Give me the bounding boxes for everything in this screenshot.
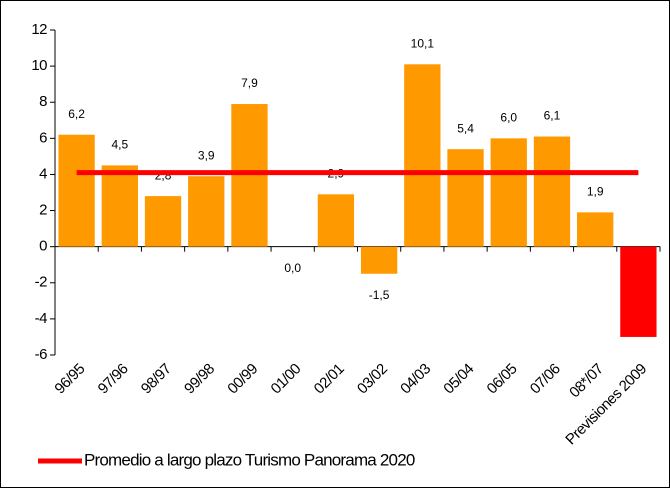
bar bbox=[533, 136, 571, 247]
bar bbox=[404, 64, 441, 247]
bar bbox=[490, 138, 527, 247]
value-label: 0,0 bbox=[284, 261, 301, 275]
value-label: 5,4 bbox=[457, 121, 474, 135]
value-label: 3,9 bbox=[198, 148, 215, 162]
y-tick-label: -4 bbox=[35, 310, 47, 327]
y-tick-label: 2 bbox=[39, 202, 47, 219]
bar bbox=[144, 196, 182, 247]
bar bbox=[317, 194, 355, 247]
y-tick-label: 4 bbox=[39, 165, 47, 182]
bar bbox=[360, 246, 398, 274]
y-tick-label: 8 bbox=[39, 93, 47, 110]
bar bbox=[58, 134, 95, 247]
value-label: -1,5 bbox=[369, 288, 390, 302]
y-tick-label: 0 bbox=[39, 238, 47, 255]
y-tick-label: 12 bbox=[31, 21, 47, 38]
value-label: 7,9 bbox=[241, 76, 258, 90]
bar bbox=[577, 212, 614, 247]
value-label: 10,1 bbox=[411, 36, 435, 50]
bar bbox=[188, 176, 225, 247]
bar bbox=[101, 165, 138, 247]
y-tick-label: 10 bbox=[31, 57, 47, 74]
y-tick-label: -2 bbox=[35, 274, 47, 291]
value-label: 4,5 bbox=[111, 138, 128, 152]
y-tick-label: 6 bbox=[39, 129, 47, 146]
value-label: 6,1 bbox=[544, 109, 561, 123]
y-tick-label: -6 bbox=[35, 346, 47, 363]
bar bbox=[620, 246, 657, 337]
legend-label: Promedio a largo plazo Turismo Panorama … bbox=[84, 450, 415, 469]
bar bbox=[231, 104, 268, 247]
value-label: 6,2 bbox=[68, 107, 85, 121]
bar bbox=[447, 149, 484, 247]
value-label: 6,0 bbox=[500, 111, 517, 125]
value-label: 1,9 bbox=[587, 185, 604, 199]
